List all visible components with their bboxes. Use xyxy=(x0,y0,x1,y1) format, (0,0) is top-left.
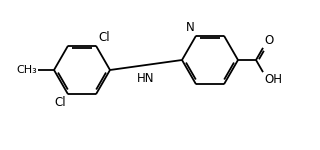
Text: N: N xyxy=(186,21,195,34)
Text: CH₃: CH₃ xyxy=(16,65,37,75)
Text: HN: HN xyxy=(137,72,155,85)
Text: OH: OH xyxy=(264,73,282,86)
Text: O: O xyxy=(264,34,273,47)
Text: Cl: Cl xyxy=(98,31,110,44)
Text: Cl: Cl xyxy=(54,96,66,109)
